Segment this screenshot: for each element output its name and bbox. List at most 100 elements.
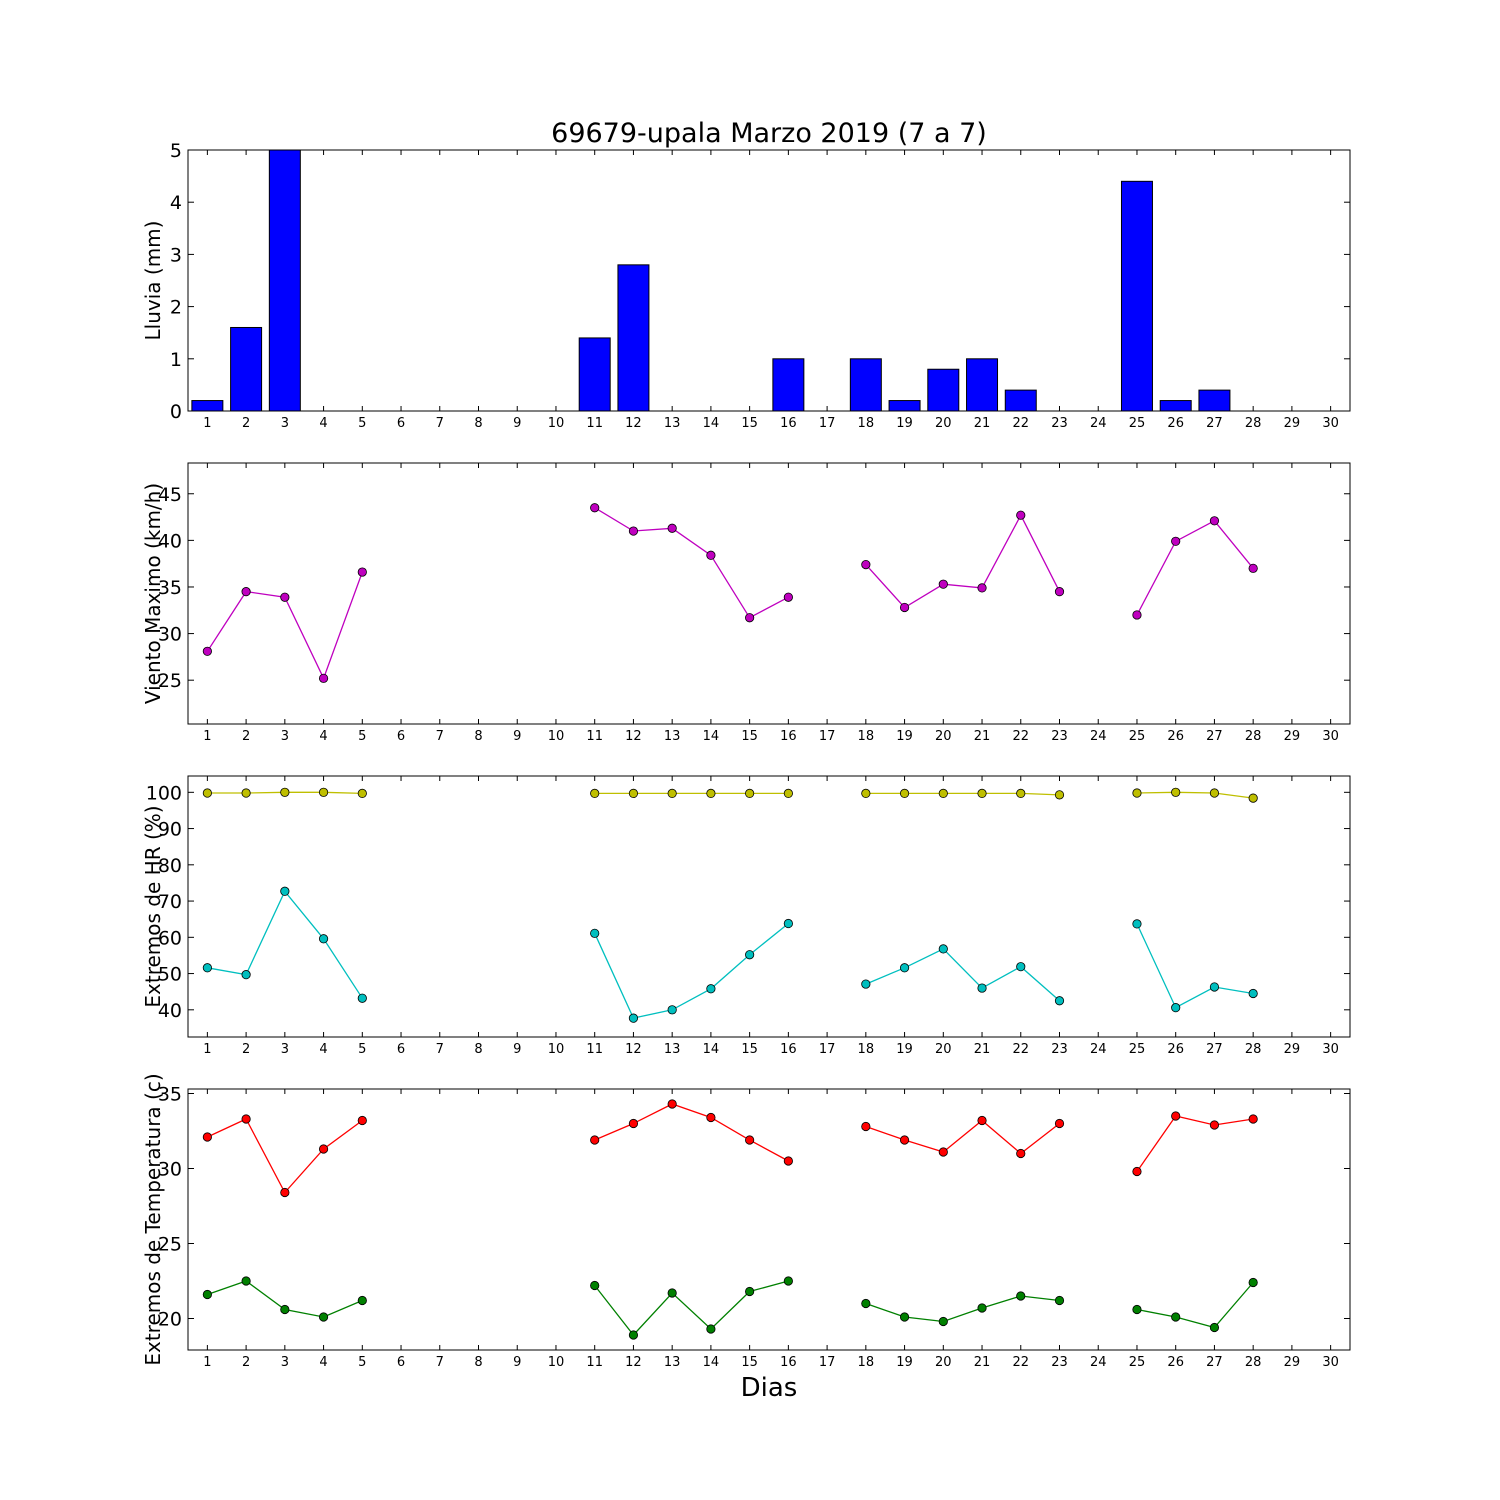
rh-xtick-label: 17 [819,1042,836,1057]
temp-ytick-label: 20 [158,1309,182,1331]
rh-max-point [241,788,251,798]
rain-xtick-label: 5 [358,416,366,431]
temp-max-point [938,1147,948,1157]
rh-xtick-label: 28 [1245,1042,1262,1057]
wind-point [706,550,716,560]
rain-bar [268,149,301,412]
temp-xtick-label: 20 [935,1355,952,1370]
rain-bar [888,400,921,412]
rh-max-point [202,788,212,798]
temp-y-axis-label: Extremos de Temperatura (c) [141,1073,165,1365]
rain-xtick-label: 26 [1167,416,1184,431]
temp-xtick-label: 17 [819,1355,836,1370]
rh-min-point [590,928,600,938]
temp-max-point [667,1099,677,1109]
temp-xtick-label: 4 [319,1355,327,1370]
rh-max-point [706,788,716,799]
temp-min-point [202,1289,212,1300]
temp-max-point [977,1115,987,1126]
wind-point [357,567,367,577]
rh-xtick-label: 18 [858,1042,875,1057]
temp-min-point [938,1316,948,1327]
wind-point [1054,587,1065,597]
temp-xtick-label: 28 [1245,1355,1262,1370]
wind-xtick-label: 3 [281,729,289,744]
temp-max-point [706,1112,716,1123]
temp-max-point [1171,1111,1181,1121]
wind-point [202,646,212,656]
temp-max-point [628,1118,639,1129]
wind-xtick-label: 17 [819,729,836,744]
temp-min-point [241,1276,251,1286]
wind-point [318,673,329,683]
rh-min-point [318,934,329,944]
rh-ytick-label: 70 [158,891,182,913]
temp-max-point [357,1115,367,1126]
wind-xtick-label: 21 [974,729,991,744]
wind-y-axis-label: Viento Maximo (km/h) [141,483,165,704]
rh-xtick-label: 24 [1090,1042,1107,1057]
x-axis-label: Dias [741,1373,798,1403]
wind-xtick-label: 12 [625,729,642,744]
temp-min-point [977,1303,987,1313]
temp-xtick-label: 18 [858,1355,875,1370]
rh-xtick-label: 4 [319,1042,327,1057]
temp-xtick-label: 13 [664,1355,681,1370]
wind-point [280,592,290,602]
rain-xtick-label: 22 [1012,416,1029,431]
temp-xtick-label: 2 [242,1355,250,1370]
rh-xtick-label: 8 [474,1042,482,1057]
temp-min-point [1054,1295,1065,1306]
rain-bar [230,326,263,412]
rh-max-point [590,788,600,799]
rain-xtick-label: 4 [319,416,327,431]
rain-xtick-label: 13 [664,416,681,431]
rh-xtick-label: 20 [935,1042,952,1057]
rh-xtick-label: 13 [664,1042,681,1057]
wind-point [977,583,987,593]
rh-xtick-label: 1 [203,1042,211,1057]
rh-min-point [899,963,910,973]
rain-bar [1198,389,1231,412]
rh-max-point [977,788,987,799]
temp-max-point [241,1114,251,1124]
rain-axes-frame [187,149,1351,412]
rh-min-point [1209,982,1220,992]
rain-bar [1159,400,1192,412]
rain-ytick-label: 2 [170,297,182,319]
rh-max-point [1209,788,1220,798]
rain-bar [191,400,224,412]
rain-ytick-label: 0 [170,401,182,423]
temp-min-line [207,1280,1254,1337]
rh-ytick-label: 90 [158,819,182,841]
temp-min-point [861,1298,871,1309]
rain-bar [772,358,805,412]
temp-xtick-label: 16 [780,1355,797,1370]
rh-axes-frame [187,775,1351,1038]
wind-xtick-label: 6 [397,729,405,744]
rh-xtick-label: 21 [974,1042,991,1057]
rh-min-point [706,984,716,994]
wind-xtick-label: 15 [741,729,758,744]
rain-ytick-label: 5 [170,140,182,162]
temp-min-point [318,1312,329,1322]
wind-point [1016,510,1026,520]
wind-xtick-label: 28 [1245,729,1262,744]
temp-max-point [745,1135,755,1145]
wind-point [1248,563,1258,573]
rh-xtick-label: 23 [1051,1042,1068,1057]
temp-axes-frame [187,1088,1351,1351]
rh-max-point [745,788,755,799]
rh-min-point [1054,996,1065,1006]
wind-xtick-label: 24 [1090,729,1107,744]
temp-xtick-label: 8 [474,1355,482,1370]
wind-point [1171,536,1181,546]
wind-ytick-label: 30 [158,624,182,646]
rain-xtick-label: 27 [1206,416,1223,431]
rain-bar [966,358,999,412]
wind-point [590,503,600,513]
rain-xtick-label: 28 [1245,416,1262,431]
